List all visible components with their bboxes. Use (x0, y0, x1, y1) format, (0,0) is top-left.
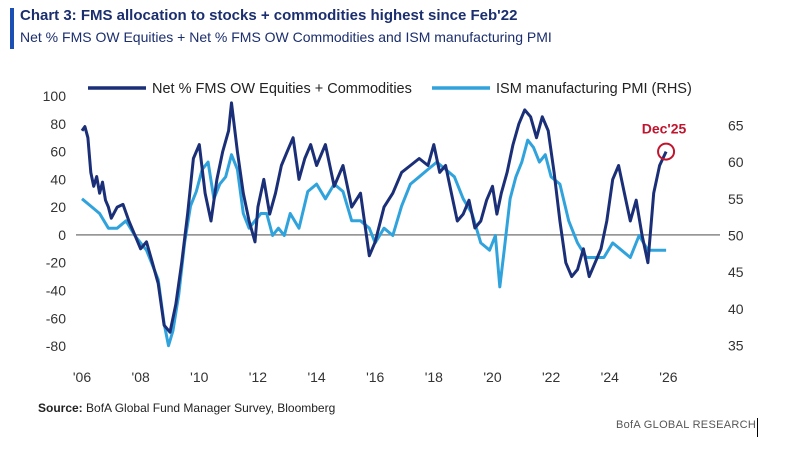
y2-tick-label: 65 (728, 117, 744, 133)
y-tick-label: 20 (50, 199, 66, 215)
legend-label-ism: ISM manufacturing PMI (RHS) (496, 81, 692, 97)
series-line-ism (81, 138, 667, 348)
x-tick-label: '14 (307, 369, 325, 385)
x-tick-label: '06 (73, 369, 91, 385)
y-tick-label: 100 (43, 88, 67, 104)
y-tick-label: -40 (46, 282, 66, 298)
dec25-highlight-circle (657, 142, 676, 161)
legend: Net % FMS OW Equities + Commodities ISM … (88, 81, 692, 97)
x-tick-label: '26 (659, 369, 677, 385)
left-axis: -80 -60 -40 -20 0 20 40 60 80 100 (43, 88, 67, 354)
y-tick-label: -80 (46, 338, 66, 354)
x-axis: '06 '08 '10 '12 '14 '16 '18 '20 '22 '24 '26 (73, 369, 678, 385)
text-cursor (757, 418, 758, 437)
source-note: Source: BofA Global Fund Manager Survey,… (38, 401, 335, 415)
brand-logo-text: BofA GLOBAL RESEARCH (616, 419, 757, 431)
title-accent-bar (10, 8, 14, 49)
chart-title: Chart 3: FMS allocation to stocks + comm… (20, 7, 518, 24)
y-tick-label: 80 (50, 116, 66, 132)
y2-tick-label: 50 (728, 228, 744, 244)
x-tick-label: '18 (425, 369, 443, 385)
x-tick-label: '22 (542, 369, 560, 385)
y-tick-label: -60 (46, 310, 66, 326)
series-line-equities (80, 101, 668, 334)
x-tick-label: '16 (366, 369, 384, 385)
x-tick-label: '12 (249, 369, 267, 385)
right-axis: 35 40 45 50 55 60 65 (728, 117, 744, 353)
x-tick-label: '10 (190, 369, 208, 385)
y2-tick-label: 55 (728, 191, 744, 207)
dec25-annotation: Dec'25 (642, 121, 687, 137)
legend-label-equities: Net % FMS OW Equities + Commodities (152, 81, 412, 97)
y-tick-label: 40 (50, 171, 66, 187)
y2-tick-label: 45 (728, 264, 744, 280)
chart-subtitle: Net % FMS OW Equities + Net % FMS OW Com… (20, 29, 552, 45)
source-text: BofA Global Fund Manager Survey, Bloombe… (86, 401, 336, 415)
y-tick-label: 0 (58, 227, 66, 243)
x-tick-label: '08 (132, 369, 150, 385)
source-label: Source: (38, 401, 83, 415)
y-tick-label: -20 (46, 255, 66, 271)
x-tick-label: '24 (601, 369, 619, 385)
y2-tick-label: 60 (728, 154, 744, 170)
y2-tick-label: 40 (728, 301, 744, 317)
y-tick-label: 60 (50, 144, 66, 160)
y2-tick-label: 35 (728, 338, 744, 354)
x-tick-label: '20 (483, 369, 501, 385)
